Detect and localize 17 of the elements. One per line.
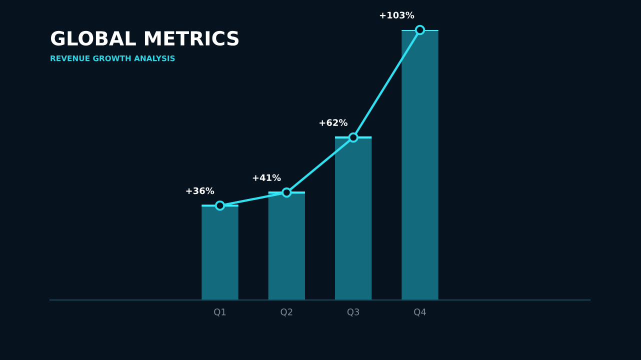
data-label: +36% — [186, 187, 214, 194]
point — [348, 132, 358, 143]
bar — [202, 206, 238, 300]
data-label: +62% — [320, 119, 348, 126]
bar — [402, 30, 438, 300]
chart-title: GLOBAL METRICS — [50, 30, 239, 46]
data-label: +103% — [380, 12, 414, 19]
x-tick-label: Q3 — [347, 308, 360, 316]
point — [414, 24, 426, 36]
bar — [268, 192, 305, 300]
point — [282, 187, 292, 198]
x-tick-label: Q1 — [214, 308, 226, 316]
x-tick-label: Q2 — [280, 308, 292, 316]
data-label: +41% — [252, 174, 281, 182]
bar — [335, 137, 372, 300]
x-tick-label: Q4 — [414, 308, 426, 316]
point — [214, 200, 226, 211]
